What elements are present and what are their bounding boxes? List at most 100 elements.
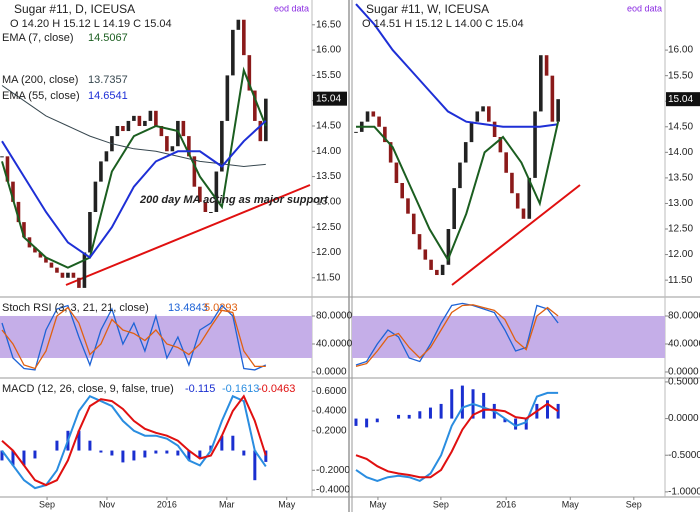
candle	[475, 111, 480, 122]
candle	[492, 121, 497, 137]
histogram-bar	[165, 450, 169, 454]
candle	[5, 156, 10, 182]
candle	[354, 131, 358, 133]
candle	[143, 120, 147, 126]
histogram-bar	[460, 385, 464, 419]
trend-line	[65, 184, 311, 286]
candle	[55, 267, 59, 273]
candle	[539, 55, 543, 112]
chart-title: Sugar #11, D, ICEUSA	[14, 2, 135, 16]
y-tick-label: 14.00	[316, 146, 341, 157]
candle	[406, 198, 410, 214]
y-tick-label: 16.00	[668, 45, 693, 56]
indicator-value: -0.1613	[222, 383, 259, 395]
ohlc: O 14.51 H 15.12 L 14.00 C 15.04	[362, 18, 524, 30]
candle	[264, 98, 268, 142]
candle	[198, 186, 202, 202]
histogram-bar	[514, 418, 518, 430]
x-tick-label: May	[278, 499, 296, 509]
candle	[187, 136, 191, 157]
candle	[220, 120, 224, 172]
histogram-bar	[220, 435, 224, 451]
histogram-bar	[428, 407, 432, 419]
indicator-value: 5.0293	[204, 302, 238, 314]
candle	[176, 120, 180, 147]
candle	[435, 269, 439, 276]
y-tick-label: 12.00	[316, 247, 341, 258]
legend-label: EMA (55, close)	[2, 90, 80, 102]
candle	[154, 110, 158, 126]
candle	[0, 156, 4, 158]
last-price-box	[666, 92, 700, 107]
histogram-bar	[231, 435, 235, 451]
stoch-line	[1, 304, 267, 371]
histogram-bar	[242, 450, 246, 456]
histogram-bar	[77, 430, 81, 451]
legend-value: 13.7357	[88, 74, 128, 86]
candle	[214, 171, 219, 212]
source: eod data	[627, 3, 662, 13]
candle	[231, 29, 235, 76]
y-tick-label: 0.2000	[316, 425, 347, 436]
candle	[132, 115, 136, 121]
histogram-bar	[264, 450, 268, 462]
candle	[33, 247, 37, 253]
indicator-title: Stoch RSI (3, 3, 21, 21, close)	[2, 302, 149, 314]
candle	[99, 161, 103, 182]
candle	[148, 110, 153, 121]
y-tick-label: 40.0000	[316, 339, 353, 350]
x-tick-label: May	[369, 499, 387, 509]
candle	[93, 181, 98, 212]
y-tick-label: 14.00	[668, 147, 693, 158]
candle	[544, 55, 549, 76]
candle	[383, 126, 387, 143]
histogram-bar	[198, 450, 202, 458]
y-tick-label: 16.50	[316, 19, 341, 30]
candle	[400, 183, 404, 199]
histogram-bar	[33, 450, 37, 459]
legend-value: 14.6541	[88, 90, 128, 102]
y-tick-label: 13.50	[668, 173, 693, 184]
legend-label: MA (200, close)	[2, 74, 78, 86]
candle	[258, 120, 263, 142]
candle	[49, 262, 54, 268]
candle	[225, 75, 230, 121]
x-tick-label: May	[562, 499, 580, 509]
y-tick-label: -1.0000	[668, 487, 700, 498]
histogram-bar	[132, 450, 136, 461]
y-tick-label: 15.50	[668, 70, 693, 81]
y-tick-label: 11.50	[316, 272, 341, 283]
indicator-title: MACD (12, 26, close, 9, false, true)	[2, 383, 174, 395]
histogram-bar	[99, 450, 103, 453]
candle	[550, 75, 555, 122]
overlay-line	[1, 85, 266, 168]
candle	[38, 252, 43, 258]
candle	[429, 259, 433, 270]
y-tick-label: 0.0000	[668, 413, 699, 424]
ohlc: O 14.20 H 15.12 L 14.19 C 15.04	[10, 18, 172, 30]
candle	[440, 264, 445, 276]
candle	[510, 172, 514, 194]
overlay-line	[1, 66, 267, 269]
candle	[104, 151, 109, 162]
y-tick-label: 40.0000	[668, 339, 700, 350]
candle	[77, 277, 81, 288]
candle	[458, 162, 462, 189]
x-tick-label: Sep	[433, 499, 449, 509]
candle	[242, 19, 246, 56]
y-tick-label: 0.4000	[316, 406, 347, 417]
histogram-bar	[556, 403, 560, 419]
histogram-bar	[524, 418, 528, 430]
x-tick-label: Sep	[626, 499, 642, 509]
histogram-bar	[482, 392, 486, 419]
histogram-bar	[88, 440, 92, 451]
y-tick-label: 80.0000	[668, 311, 700, 322]
candle	[533, 111, 537, 178]
histogram-bar	[546, 400, 550, 419]
trend-line	[451, 184, 581, 286]
band	[0, 315, 312, 358]
candle	[66, 272, 70, 278]
y-tick-label: 11.50	[668, 275, 693, 286]
y-tick-label: -0.5000	[668, 450, 700, 461]
